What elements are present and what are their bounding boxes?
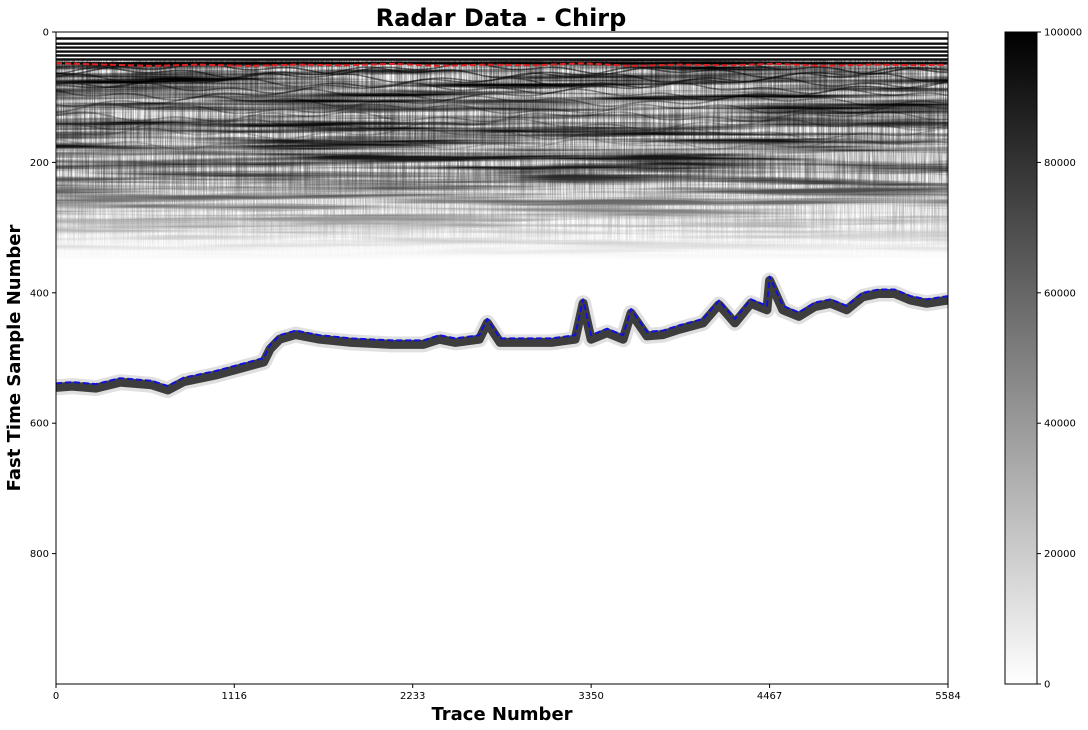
colorbar-tick-label: 40000 [1044,419,1076,430]
surface-reflection-bands [56,37,948,151]
surface-band [56,77,948,89]
x-tick-label: 0 [53,691,59,702]
surface-pick-line [56,62,948,67]
colorbar-tick-label: 100000 [1044,28,1082,39]
bed-pick-line [56,275,948,387]
colorbar-tick-label: 20000 [1044,549,1076,560]
pick-lines [56,62,948,387]
surface-band [56,103,948,115]
x-tick-label: 5584 [935,691,960,702]
y-tick-label: 800 [30,549,49,560]
surface-band [56,138,948,151]
x-tick-label: 4467 [757,691,782,702]
plot-area [55,31,949,685]
surface-band [56,88,948,101]
y-tick-label: 400 [30,288,49,299]
y-tick-label: 200 [30,158,49,169]
colorbar-tick-label: 60000 [1044,288,1076,299]
surface-band [56,94,948,108]
colorbar: 0 20000 40000 60000 80000 100000 [1004,28,1082,691]
y-tick-label: 600 [30,419,49,430]
surface-band [56,110,948,123]
radargram-image [56,37,948,398]
x-tick-label: 3350 [578,691,603,702]
y-axis: 0 200 400 600 800 [30,28,56,560]
x-axis: 0 1116 2233 3350 4467 5584 [53,684,961,702]
surface-band [56,62,948,75]
bed-band-halo [56,272,948,398]
x-axis-label: Trace Number [431,704,572,725]
surface-band [56,72,948,84]
x-tick-label: 2233 [400,691,425,702]
y-tick-label: 0 [43,28,49,39]
chart-title: Radar Data - Chirp [376,4,627,32]
y-axis-label: Fast Time Sample Number [4,225,25,492]
surface-band [56,81,948,95]
bed-band-core [56,276,948,395]
bed-reflection-band [56,272,948,398]
x-tick-label: 1116 [222,691,247,702]
colorbar-ticks: 0 20000 40000 60000 80000 100000 [1037,28,1082,691]
surface-band [56,66,948,79]
plot-frame [55,31,949,685]
colorbar-tick-label: 80000 [1044,158,1076,169]
colorbar-tick-label: 0 [1044,680,1050,691]
surface-band [56,127,948,141]
colorbar-gradient [1004,31,1038,685]
surface-band [56,118,948,131]
